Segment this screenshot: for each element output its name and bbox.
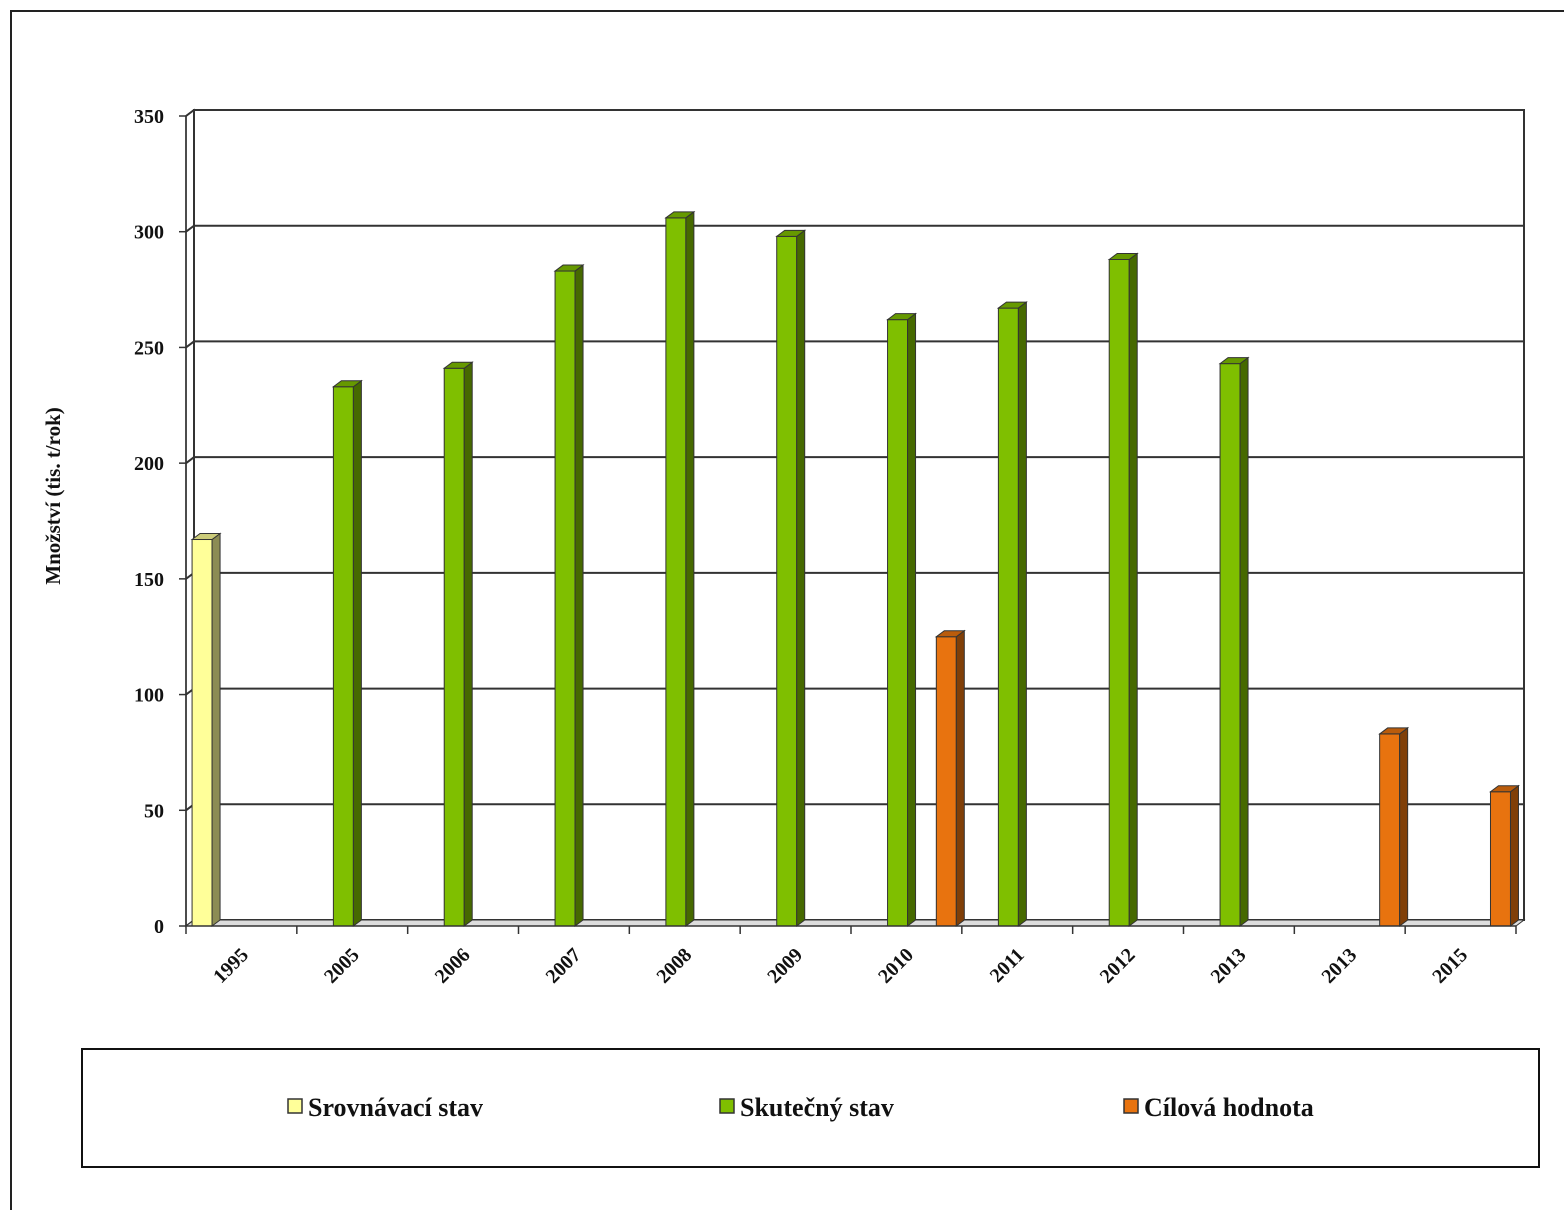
gridline bbox=[185, 224, 1524, 233]
gridline bbox=[185, 109, 1524, 117]
bar-front bbox=[1108, 258, 1130, 927]
bar-top bbox=[190, 533, 222, 541]
bar-top bbox=[996, 301, 1028, 309]
legend-label: Skutečný stav bbox=[740, 1093, 894, 1122]
x-tick-label: 2010 bbox=[874, 944, 918, 988]
bar-front bbox=[665, 217, 687, 927]
bar-side bbox=[1128, 252, 1138, 927]
y-tick-label: 250 bbox=[134, 337, 164, 359]
y-axis-label: Množství (tis. t/rok) bbox=[41, 407, 65, 585]
x-tick-label: 2005 bbox=[320, 944, 364, 988]
floor bbox=[184, 919, 1526, 927]
grid-lines bbox=[184, 108, 1526, 928]
bar-top bbox=[553, 264, 585, 272]
bar-front bbox=[776, 235, 798, 927]
y-tick-label: 300 bbox=[134, 222, 164, 244]
bar-top bbox=[664, 211, 696, 219]
bar-front bbox=[1219, 363, 1241, 927]
chart-frame bbox=[10, 10, 1564, 1210]
bar-top bbox=[442, 361, 474, 369]
bars bbox=[190, 210, 1520, 928]
bar bbox=[1218, 356, 1250, 927]
bar-top bbox=[331, 380, 363, 388]
x-tick-label: 2006 bbox=[431, 944, 475, 988]
gridline bbox=[185, 340, 1524, 349]
bar-front bbox=[887, 319, 909, 927]
bar-side bbox=[955, 629, 965, 927]
legend-label: Cílová hodnota bbox=[1144, 1093, 1314, 1122]
back-wall bbox=[193, 109, 1525, 921]
bar bbox=[996, 301, 1028, 928]
bar-front bbox=[443, 367, 465, 927]
bar-side bbox=[1399, 726, 1409, 927]
y-tick-label: 50 bbox=[144, 800, 164, 822]
x-tick-label: 2015 bbox=[1428, 944, 1472, 988]
x-tick-label: 2013 bbox=[1207, 944, 1251, 988]
bar-side bbox=[1017, 301, 1027, 928]
bar-top bbox=[1107, 252, 1139, 260]
legend-swatch bbox=[719, 1098, 735, 1114]
bar-front bbox=[935, 636, 957, 927]
bar-side bbox=[685, 210, 695, 927]
bar-side bbox=[796, 229, 806, 927]
x-tick-label: 2009 bbox=[763, 944, 807, 988]
x-tick-label: 2013 bbox=[1317, 944, 1361, 988]
bar-top bbox=[1378, 727, 1410, 735]
bar bbox=[190, 532, 222, 927]
bar-side bbox=[1239, 356, 1249, 927]
y-tick-label: 100 bbox=[134, 685, 164, 707]
bar-top bbox=[886, 313, 918, 321]
legend-label: Srovnávací stav bbox=[308, 1093, 483, 1122]
legend: Srovnávací stav Skutečný stav Cílová hodno… bbox=[81, 1048, 1540, 1168]
x-tick-label: 2012 bbox=[1096, 944, 1140, 988]
bar bbox=[886, 312, 918, 927]
bar-side bbox=[211, 532, 221, 927]
x-tick-label: 2007 bbox=[542, 944, 586, 988]
y-tick-label: 350 bbox=[134, 106, 164, 128]
bar-front bbox=[997, 307, 1019, 927]
bar-front bbox=[1379, 733, 1401, 927]
bar-side bbox=[352, 379, 362, 927]
y-tick-label: 200 bbox=[134, 453, 164, 475]
bar-top bbox=[934, 630, 966, 638]
x-tick-label: 1995 bbox=[209, 944, 253, 988]
bar bbox=[1488, 784, 1520, 927]
legend-box bbox=[81, 1048, 1540, 1168]
bar-front bbox=[332, 386, 354, 927]
bar bbox=[1107, 252, 1139, 927]
legend-swatch bbox=[287, 1098, 303, 1114]
bar bbox=[331, 379, 363, 927]
bar bbox=[442, 361, 474, 927]
bar bbox=[664, 210, 696, 927]
bar-side bbox=[463, 361, 473, 927]
bar-front bbox=[1489, 791, 1511, 927]
y-tick-label: 150 bbox=[134, 569, 164, 591]
bar bbox=[553, 264, 585, 927]
bar-side bbox=[1509, 784, 1519, 927]
x-tick-label: 2008 bbox=[652, 944, 696, 988]
bar-front bbox=[191, 539, 213, 927]
bar-side bbox=[907, 312, 917, 927]
bar-top bbox=[1218, 357, 1250, 365]
x-tick-label: 2011 bbox=[986, 944, 1029, 987]
gridline bbox=[185, 456, 1524, 464]
bar bbox=[775, 229, 807, 927]
bar-top bbox=[775, 229, 807, 237]
bar-front bbox=[554, 270, 576, 927]
bar-side bbox=[574, 264, 584, 927]
legend-swatch bbox=[1123, 1098, 1139, 1114]
bar bbox=[1378, 726, 1410, 927]
bar bbox=[934, 629, 966, 927]
y-tick-label: 0 bbox=[154, 916, 164, 938]
bar-top bbox=[1488, 785, 1520, 793]
